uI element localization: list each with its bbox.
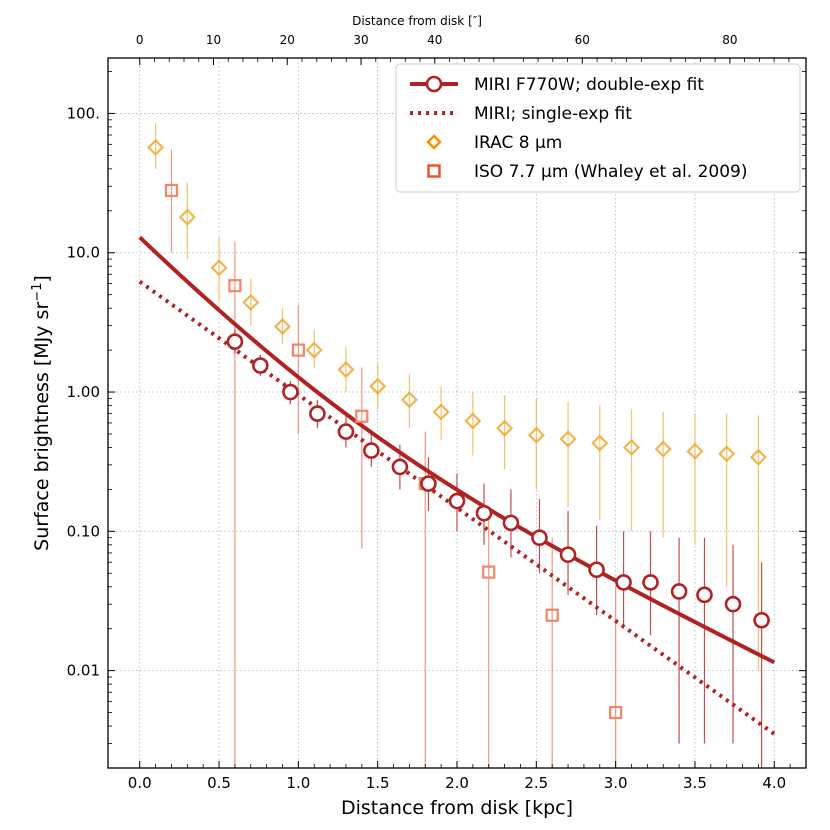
- iso-square-marker: [482, 565, 496, 579]
- irac-diamond-marker: [686, 442, 704, 460]
- legend-label: MIRI F770W; double-exp fit: [474, 75, 704, 95]
- legend-label: MIRI; single-exp fit: [474, 104, 632, 124]
- legend-iso-marker: [427, 164, 441, 178]
- legend-label: IRAC 8 μm: [474, 133, 562, 153]
- y-axis-label-close: ]: [31, 275, 53, 282]
- data-markers: [147, 138, 770, 720]
- miri-circle-marker: [337, 423, 355, 440]
- miri-circle-marker: [363, 442, 380, 459]
- error-bars: [154, 123, 763, 768]
- irac-diamond-marker: [400, 391, 418, 409]
- fit-curves: [138, 235, 776, 736]
- legend: MIRI F770W; double-exp fit MIRI; single-e…: [395, 63, 801, 193]
- top-tick-label: 30: [353, 33, 368, 47]
- iso-square-marker: [609, 705, 623, 720]
- x-tick-label: 0.0: [128, 774, 152, 792]
- y-axis-label: Surface brightness [MJy sr−1]: [30, 275, 54, 551]
- miri-circle-marker: [670, 583, 688, 600]
- irac-diamond-marker: [178, 208, 196, 226]
- miri-circle-marker: [309, 405, 326, 422]
- top-tick-label: 0: [136, 33, 144, 47]
- iso-square-marker: [164, 183, 179, 198]
- miri-circle-marker: [502, 514, 520, 532]
- x-tick-label: 0.5: [207, 774, 231, 792]
- single-exp-fit-line: [138, 280, 776, 736]
- irac-diamond-marker: [718, 445, 736, 463]
- double-exp-fit-line: [138, 235, 776, 665]
- miri-circle-marker: [753, 611, 770, 629]
- top-tick-label: 60: [575, 33, 590, 47]
- y-axis-label-exponent: −1: [30, 283, 45, 302]
- x-axis-label: Distance from disk [kpc]: [341, 797, 573, 819]
- irac-diamond-marker: [147, 138, 165, 156]
- top-axis-label: Distance from disk [″]: [352, 14, 482, 28]
- legend-miri-marker: [425, 75, 443, 93]
- top-tick-label: 80: [722, 33, 737, 47]
- y-tick-label: 1.00: [67, 383, 100, 401]
- irac-diamond-marker: [527, 426, 545, 444]
- y-tick-label: 10.0: [67, 244, 100, 262]
- miri-circle-marker: [282, 383, 299, 401]
- x-tick-label: 2.0: [445, 774, 469, 792]
- top-tick-label: 10: [206, 33, 221, 47]
- top-tick-label: 40: [427, 33, 442, 47]
- miri-circle-marker: [642, 574, 659, 591]
- irac-diamond-marker: [591, 434, 609, 452]
- irac-diamond-marker: [242, 293, 260, 311]
- miri-circle-marker: [724, 595, 742, 613]
- x-tick-label: 4.0: [762, 774, 786, 792]
- miri-circle-marker: [696, 586, 713, 604]
- x-tick-label: 3.0: [604, 774, 628, 792]
- irac-diamond-marker: [432, 403, 450, 421]
- iso-square-marker: [545, 608, 559, 622]
- irac-diamond-marker: [210, 259, 228, 277]
- irac-diamond-marker: [369, 377, 387, 395]
- irac-diamond-marker: [559, 430, 577, 448]
- irac-diamond-marker: [749, 448, 767, 466]
- miri-circle-marker: [588, 561, 605, 579]
- irac-diamond-marker: [305, 341, 323, 359]
- x-tick-label: 2.5: [524, 774, 548, 792]
- x-tick-label: 3.5: [683, 774, 707, 792]
- y-tick-label: 0.10: [67, 522, 100, 540]
- y-tick-label: 100.: [67, 104, 100, 122]
- miri-circle-marker: [475, 504, 493, 522]
- irac-diamond-marker: [622, 438, 641, 457]
- y-tick-label: 0.01: [67, 662, 100, 680]
- irac-diamond-marker: [654, 440, 672, 458]
- legend-irac-marker: [426, 134, 442, 150]
- miri-circle-marker: [226, 333, 244, 350]
- iso-square-marker: [228, 279, 242, 293]
- axis-ticks: 0.0 0.5 1.0 1.5 2.0 2.5 3.0 3.5 4.0 0.01 0.10 1.00 1…: [67, 33, 806, 792]
- irac-diamond-marker: [496, 419, 514, 437]
- y-axis-label-main: Surface brightness [MJy sr: [31, 302, 53, 551]
- irac-diamond-marker: [337, 360, 355, 379]
- miri-circle-marker: [420, 475, 437, 492]
- iso-square-marker: [355, 409, 369, 423]
- legend-label: ISO 7.7 μm (Whaley et al. 2009): [474, 162, 747, 182]
- miri-circle-marker: [531, 529, 548, 547]
- miri-circle-marker: [391, 458, 409, 476]
- miri-circle-marker: [251, 357, 269, 374]
- miri-circle-marker: [615, 574, 632, 591]
- legend-box: [395, 63, 801, 193]
- miri-circle-marker: [448, 492, 466, 510]
- irac-diamond-marker: [464, 412, 482, 430]
- iso-square-marker: [291, 343, 305, 357]
- x-tick-label: 1.5: [366, 774, 390, 792]
- x-tick-label: 1.0: [286, 774, 310, 792]
- top-tick-label: 20: [280, 33, 295, 47]
- irac-diamond-marker: [273, 318, 292, 336]
- miri-circle-marker: [559, 546, 577, 563]
